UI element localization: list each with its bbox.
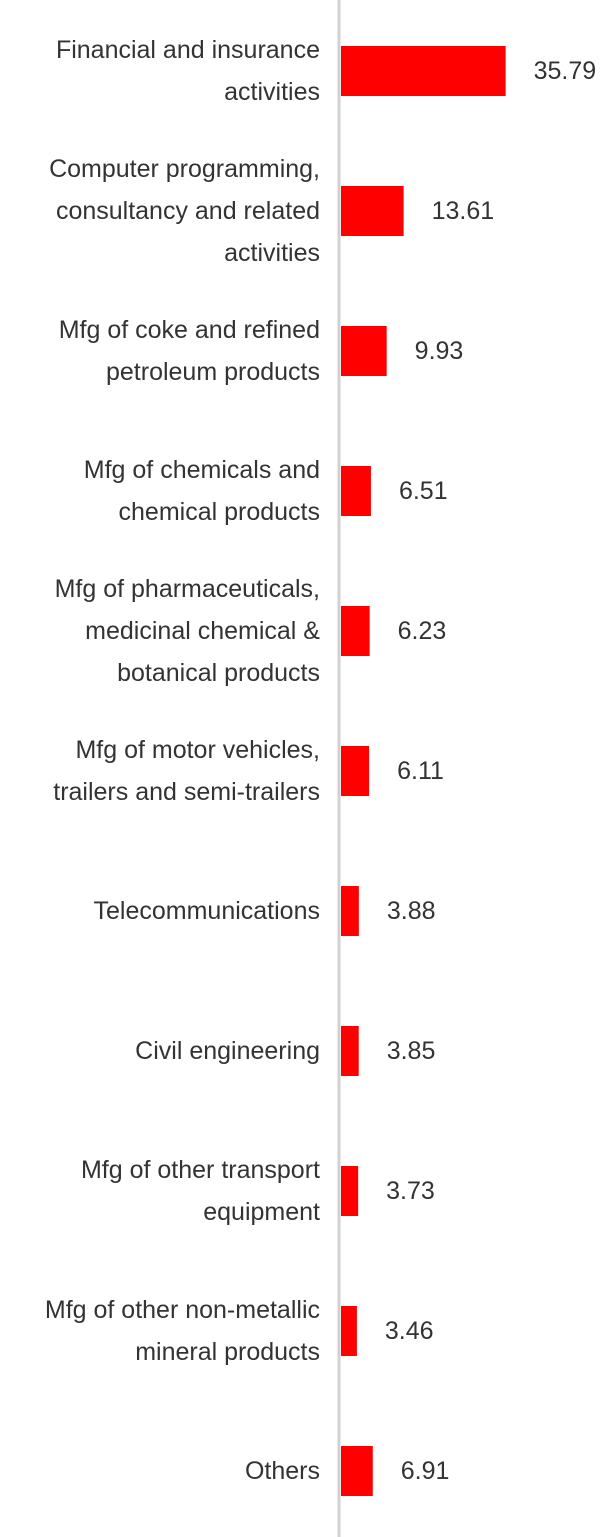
category-label-mfg-of-coke-and-refined-petroleum-products: Mfg of coke and refined petroleum product… (59, 316, 320, 386)
category-label-civil-engineering: Civil engineering (135, 1037, 320, 1065)
value-label-mfg-of-chemicals-and-chemical-products: 6.51 (399, 477, 448, 505)
category-label-line: petroleum products (106, 358, 320, 386)
value-label-mfg-of-pharmaceuticals-medicinal-chemical-botanical-products: 6.23 (398, 617, 447, 645)
bar-telecommunications (341, 886, 359, 936)
bar-mfg-of-coke-and-refined-petroleum-products (341, 326, 387, 376)
value-label-telecommunications: 3.88 (387, 897, 436, 925)
value-label-mfg-of-motor-vehicles-trailers-and-semi-trailers: 6.11 (397, 757, 444, 785)
category-label-line: mineral products (135, 1338, 320, 1366)
category-label-mfg-of-other-non-metallic-mineral-products: Mfg of other non-metallic mineral product… (45, 1296, 320, 1366)
category-label-line: Mfg of other non-metallic (45, 1296, 320, 1324)
category-label-computer-programming-consultancy-and-related-activities: Computer programming, consultancy and rel… (49, 155, 320, 267)
bars-group (341, 46, 506, 1496)
category-labels-group: Financial and insurance activitiesCompute… (45, 36, 320, 1485)
category-label-financial-and-insurance-activities: Financial and insurance activities (56, 36, 320, 106)
category-label-mfg-of-pharmaceuticals-medicinal-chemical-botanical-products: Mfg of pharmaceuticals, medicinal chemica… (55, 575, 321, 687)
bar-mfg-of-other-non-metallic-mineral-products (341, 1306, 357, 1356)
category-label-others: Others (245, 1457, 320, 1485)
value-label-financial-and-insurance-activities: 35.79 (534, 57, 597, 85)
bar-mfg-of-pharmaceuticals-medicinal-chemical-botanical-products (341, 606, 370, 656)
value-label-mfg-of-coke-and-refined-petroleum-products: 9.93 (415, 337, 464, 365)
category-label-mfg-of-chemicals-and-chemical-products: Mfg of chemicals and chemical products (84, 456, 320, 526)
category-label-mfg-of-other-transport-equipment: Mfg of other transport equipment (81, 1156, 320, 1226)
category-label-line: Others (245, 1457, 320, 1485)
value-label-mfg-of-other-transport-equipment: 3.73 (386, 1177, 435, 1205)
bar-civil-engineering (341, 1026, 359, 1076)
bar-financial-and-insurance-activities (341, 46, 506, 96)
category-label-telecommunications: Telecommunications (94, 897, 321, 925)
category-label-line: Telecommunications (94, 897, 321, 925)
category-label-mfg-of-motor-vehicles-trailers-and-semi-trailers: Mfg of motor vehicles, trailers and semi-… (53, 736, 320, 806)
value-label-mfg-of-other-non-metallic-mineral-products: 3.46 (385, 1317, 434, 1345)
bar-mfg-of-motor-vehicles-trailers-and-semi-trailers (341, 746, 370, 796)
bar-computer-programming-consultancy-and-related-activities (341, 186, 404, 236)
category-label-line: activities (224, 78, 320, 106)
category-label-line: chemical products (119, 498, 320, 526)
category-label-line: Mfg of chemicals and (84, 456, 320, 484)
bar-mfg-of-chemicals-and-chemical-products (341, 466, 371, 516)
category-label-line: Mfg of other transport (81, 1156, 320, 1184)
category-label-line: Computer programming, (49, 155, 320, 183)
category-label-line: trailers and semi-trailers (53, 778, 320, 806)
category-label-line: Mfg of motor vehicles, (75, 736, 320, 764)
category-label-line: Mfg of pharmaceuticals, (55, 575, 320, 603)
category-label-line: activities (224, 239, 320, 267)
value-label-others: 6.91 (401, 1457, 450, 1485)
category-label-line: consultancy and related (56, 197, 320, 225)
category-label-line: botanical products (117, 659, 320, 687)
category-label-line: Mfg of coke and refined (59, 316, 320, 344)
value-label-computer-programming-consultancy-and-related-activities: 13.61 (432, 197, 495, 225)
category-label-line: equipment (203, 1198, 320, 1226)
value-label-civil-engineering: 3.85 (387, 1037, 436, 1065)
category-label-line: medicinal chemical & (85, 617, 320, 645)
category-label-line: Civil engineering (135, 1037, 320, 1065)
category-label-line: Financial and insurance (56, 36, 320, 64)
bar-others (341, 1446, 373, 1496)
value-labels-group: 35.79 13.61 9.93 6.51 6.23 6.11 3.88 3.85 3.73 3.… (385, 57, 596, 1485)
bar-mfg-of-other-transport-equipment (341, 1166, 359, 1216)
